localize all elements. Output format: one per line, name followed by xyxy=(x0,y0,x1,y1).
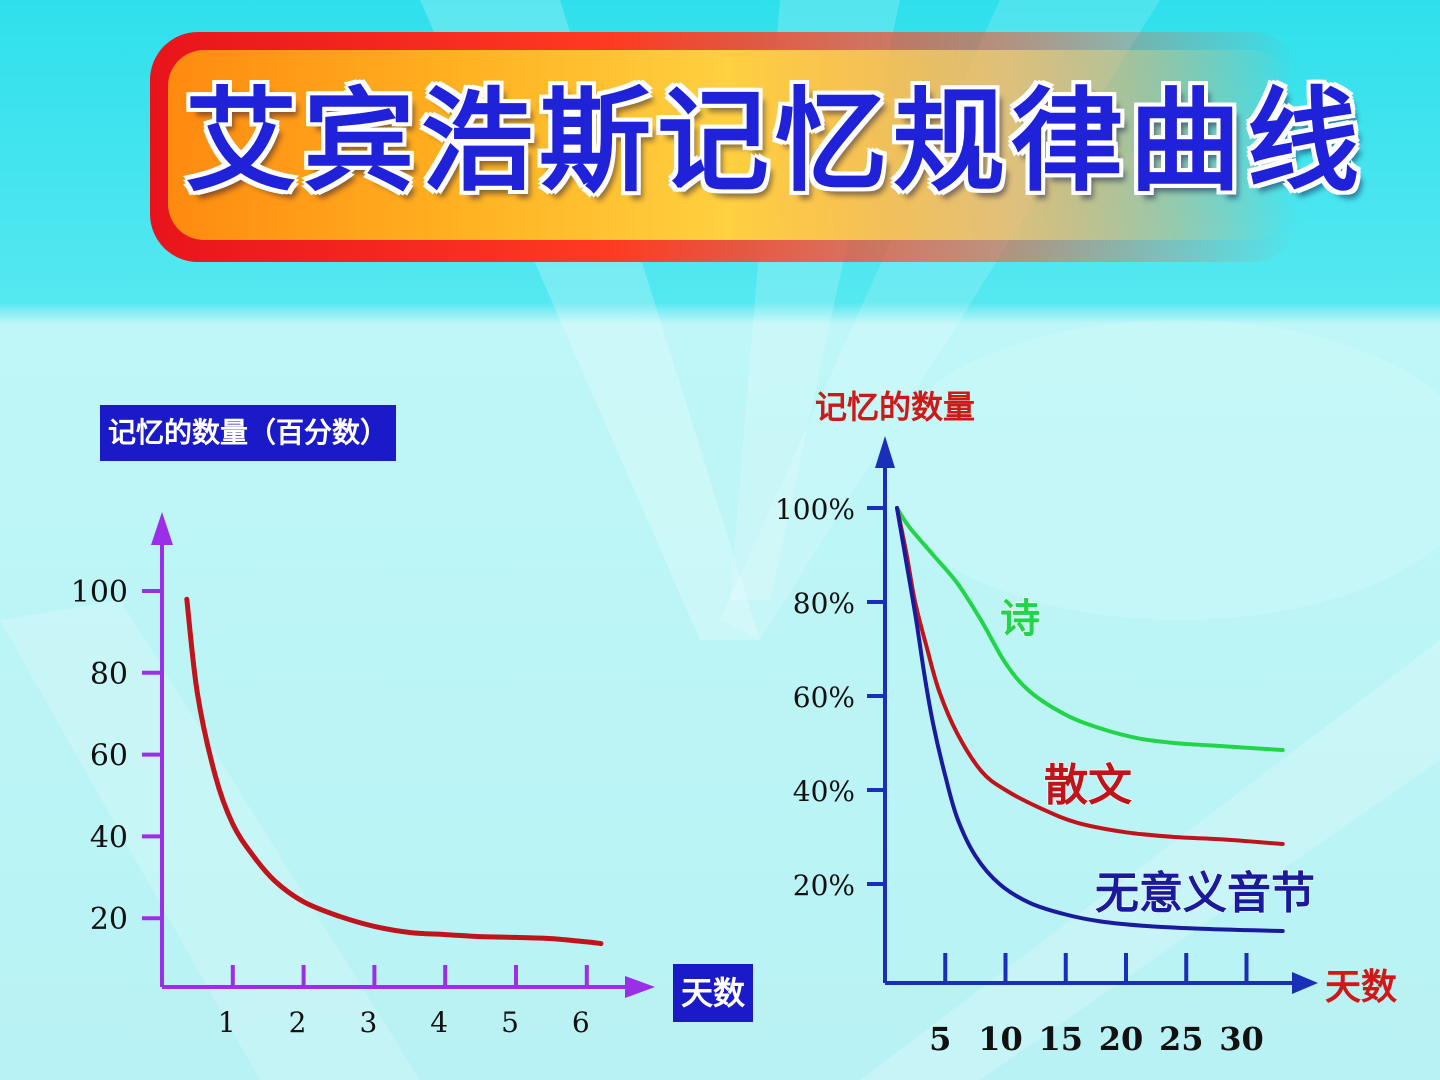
left-x-tick-label: 3 xyxy=(359,1006,377,1039)
right-x-tick-label: 30 xyxy=(1219,1020,1264,1058)
left-x-tick-label: 6 xyxy=(572,1006,590,1039)
curve-prose xyxy=(895,506,1285,846)
title-banner-fill xyxy=(168,50,1288,240)
left-x-tick-label: 2 xyxy=(289,1006,307,1039)
curve-poetry xyxy=(895,506,1285,752)
left-y-tick-label: 40 xyxy=(90,820,128,855)
left-x-tick-label: 5 xyxy=(501,1006,519,1039)
left-y-tick-label: 80 xyxy=(90,657,128,692)
right-x-tick-label: 5 xyxy=(929,1020,951,1058)
right-y-tick-label: 100% xyxy=(775,493,855,526)
right-x-axis-arrow xyxy=(1292,972,1318,994)
right-y-axis-label: 记忆的数量 xyxy=(815,388,976,426)
left-x-tick-label: 1 xyxy=(218,1006,236,1039)
left-y-axis-arrow xyxy=(151,512,173,545)
right-y-tick-label: 80% xyxy=(793,587,855,620)
left-y-tick-label: 60 xyxy=(90,739,128,774)
left-forgetting-curve xyxy=(184,596,604,947)
left-x-axis-arrow xyxy=(625,976,655,998)
series-label-nonsense: 无意义音节 xyxy=(1095,868,1315,919)
series-label-prose: 散文 xyxy=(1044,760,1132,811)
right-y-axis-arrow xyxy=(875,436,895,468)
right-x-tick-label: 10 xyxy=(978,1020,1023,1058)
right-x-tick-label: 20 xyxy=(1099,1020,1144,1058)
series-label-poetry: 诗 xyxy=(1000,595,1040,642)
right-y-tick-label: 40% xyxy=(793,775,855,808)
right-y-tick-label: 60% xyxy=(793,681,855,714)
left-x-axis-label: 天数 xyxy=(673,964,754,1022)
left-y-axis-label: 记忆的数量（百分数） xyxy=(100,405,397,461)
curve-nonsense xyxy=(895,506,1285,933)
right-x-tick-label: 15 xyxy=(1038,1020,1083,1058)
left-y-tick-label: 100 xyxy=(71,575,128,610)
right-x-axis-label: 天数 xyxy=(1325,967,1398,1008)
left-x-tick-label: 4 xyxy=(430,1006,448,1039)
right-y-tick-label: 20% xyxy=(793,869,855,902)
left-y-tick-label: 20 xyxy=(90,902,128,937)
right-x-tick-label: 25 xyxy=(1159,1020,1204,1058)
page-title: 艾宾浩斯记忆规律曲线 xyxy=(185,77,1365,207)
